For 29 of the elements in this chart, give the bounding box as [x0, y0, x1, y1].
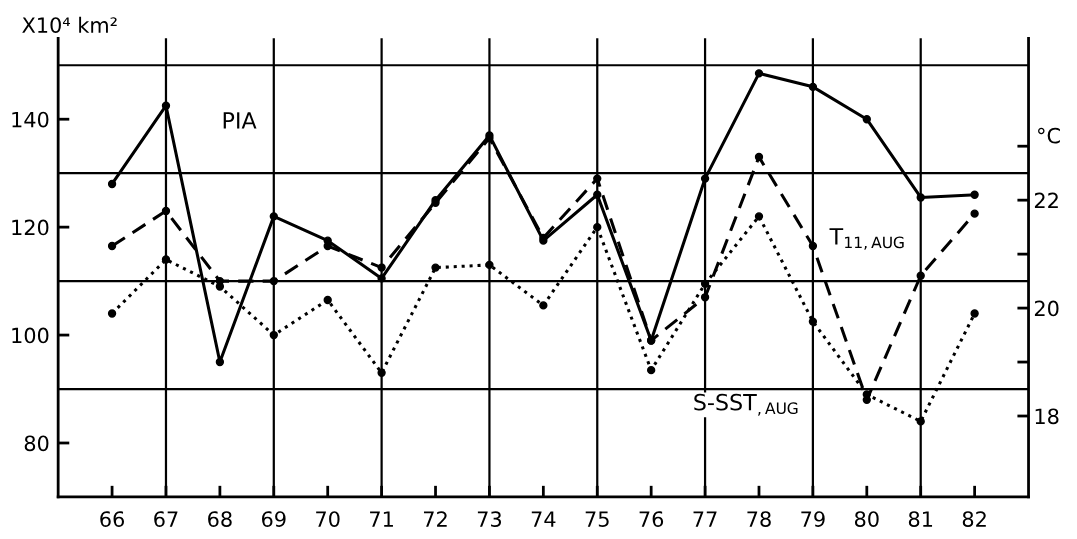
y-tick-label: 80 [24, 435, 49, 452]
y-tick-label: 100 [12, 327, 49, 344]
y-tick-label: 120 [12, 219, 49, 236]
x-tick-label: 74 [531, 511, 556, 527]
x-tick-label: 70 [316, 511, 340, 527]
y2-tick-label: 22 [1034, 192, 1058, 209]
y-tick-label: 140 [12, 111, 49, 128]
x-tick-label: 75 [585, 511, 609, 527]
x-tick-label: 68 [208, 511, 232, 527]
series-label: T$_{11,AUG}$ [829, 228, 904, 250]
x-tick-label: 82 [962, 511, 986, 527]
text: S-SST$_{,AUG}$ [694, 393, 798, 416]
x-tick-label: 72 [423, 511, 447, 527]
x-tick-label: 76 [639, 511, 664, 527]
text: PIA [223, 112, 257, 129]
y2-tick-label: 20 [1034, 300, 1059, 317]
x-tick-label: 73 [477, 511, 502, 527]
y-axis-title: X10⁴ km² [22, 16, 117, 33]
y2-tick-label: 18 [1035, 408, 1059, 425]
x-tick-label: 71 [370, 511, 393, 527]
x-tick-label: 78 [747, 511, 771, 527]
x-tick-label: 77 [693, 511, 717, 527]
x-tick-label: 67 [154, 511, 178, 527]
x-tick-label: 80 [854, 511, 879, 527]
x-tick-label: 69 [262, 511, 286, 527]
y2-axis-title: °C [1038, 127, 1060, 144]
x-tick-label: 79 [801, 511, 825, 527]
x-tick-label: 66 [100, 511, 125, 527]
x-tick-label: 81 [908, 511, 933, 527]
